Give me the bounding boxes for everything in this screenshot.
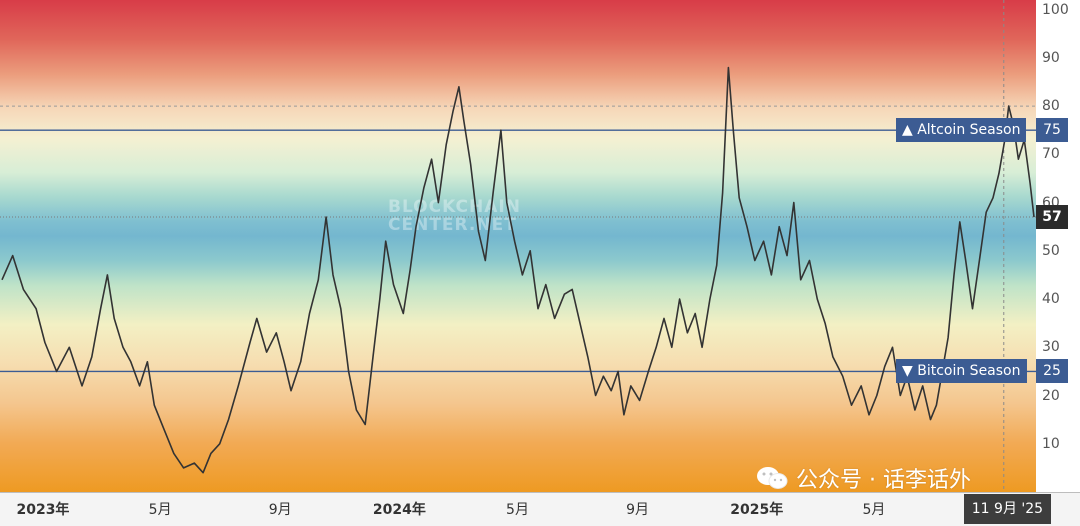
crosshair-date-badge: 11 9月 '25 (963, 494, 1052, 524)
x-axis (0, 492, 1080, 526)
x-tick-label: 9月 (268, 502, 292, 518)
altcoin-season-value: 75 (1036, 118, 1068, 143)
x-tick-label: 5月 (506, 502, 529, 518)
x-tick-label: 2024年 (372, 502, 426, 518)
y-tick-label: 80 (1042, 98, 1060, 115)
x-tick-label: 5月 (148, 502, 172, 518)
last-value-badge: 57 (1036, 205, 1068, 230)
watermark-line-2: CENTER.NET (388, 215, 517, 235)
bitcoin-season-value: 25 (1036, 359, 1068, 384)
plot-area[interactable] (0, 0, 1036, 492)
plot-background-gradient (0, 0, 1036, 492)
wechat-logo-icon (757, 467, 788, 489)
x-tick-label: 9月 (626, 502, 650, 518)
x-tick-label: 2025年 (730, 502, 784, 518)
y-tick-label: 10 (1042, 435, 1060, 452)
y-tick-label: 70 (1042, 146, 1060, 163)
y-tick-label: 20 (1042, 387, 1060, 404)
wechat-watermark: 公众号 · 话李话外 (756, 462, 971, 494)
y-tick-label: 90 (1042, 49, 1060, 66)
wechat-account-label: 公众号 · 话李话外 (796, 468, 971, 493)
y-axis (1036, 0, 1080, 492)
y-tick-label: 30 (1042, 339, 1060, 356)
bitcoin-season-label: ▼ Bitcoin Season (896, 359, 1027, 384)
x-tick-label: 2023年 (16, 502, 70, 518)
series-line-0[interactable] (1, 66, 1035, 474)
y-tick-label: 50 (1042, 242, 1060, 259)
y-tick-label: 40 (1042, 291, 1060, 308)
altcoin-season-label: ▲ Altcoin Season (896, 118, 1027, 143)
y-tick-label: 100 (1042, 1, 1069, 18)
x-tick-label: 5月 (862, 502, 886, 518)
